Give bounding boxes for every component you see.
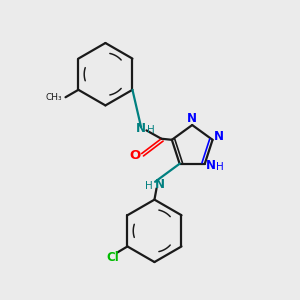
Text: N: N (187, 112, 197, 125)
Text: CH₃: CH₃ (45, 93, 62, 102)
Text: O: O (129, 149, 140, 162)
Text: Cl: Cl (106, 250, 119, 264)
Text: N: N (136, 122, 146, 135)
Text: N: N (154, 178, 164, 191)
Text: H: H (147, 125, 154, 135)
Text: H: H (216, 162, 224, 172)
Text: N: N (214, 130, 224, 143)
Text: N: N (206, 159, 216, 172)
Text: H: H (145, 181, 153, 191)
